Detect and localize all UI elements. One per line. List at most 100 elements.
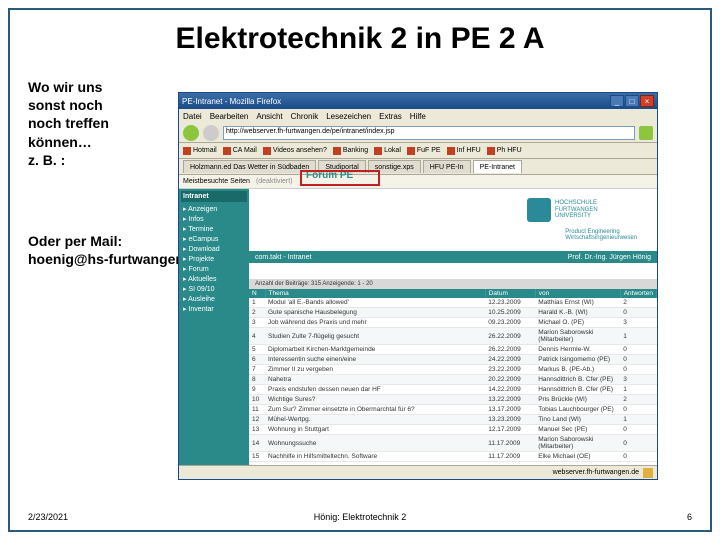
bookmark[interactable]: FuF PE [407,147,441,155]
column-header[interactable]: von [535,289,620,298]
count-bar: Anzahl der Beiträge: 315 Anzeigende: 1 -… [249,279,657,289]
menu-extras[interactable]: Extras [379,112,402,121]
table-row[interactable]: 2Gute spanische Hausbelegung10.25.2009Ha… [249,308,657,318]
table-cell: 20.22.2009 [485,375,535,385]
bookmark-icon [447,147,455,155]
browser-tab[interactable]: HFU PE-In [423,160,471,173]
table-cell: Mühel-Wertpg. [265,415,485,425]
table-cell: Hannsdittrich B. Cfer (PE) [535,385,620,395]
maximize-button[interactable]: □ [625,95,639,107]
table-cell: Tobias Lauchbourger (PE) [535,405,620,415]
table-cell: Manuel Sec (PE) [535,425,620,435]
sidebar-item[interactable]: SI 09/10 [181,284,247,294]
column-header[interactable]: N [249,289,265,298]
table-cell: 13.17.2009 [485,405,535,415]
browser-tab[interactable]: Holzmann.ed Das Wetter in Südbaden [183,160,316,173]
bookmarks-bar: Hotmail CA Mail Videos ansehen? Banking Loka… [179,143,657,159]
table-cell: 12 [249,415,265,425]
sidebar-item[interactable]: eCampus [181,234,247,244]
sidebar-item[interactable]: Ausleihe [181,294,247,304]
bookmark[interactable]: Ph HFU [487,147,522,155]
table-cell: 12.23.2009 [485,298,535,308]
forward-button[interactable] [203,125,219,141]
table-cell: Elke Michael (OE) [535,452,620,462]
bookmark[interactable]: Lokal [374,147,401,155]
table-cell: 11.17.2009 [485,435,535,452]
table-cell: 1 [620,385,656,395]
footer-center: Hönig: Elektrotechnik 2 [0,512,720,522]
disabled-label: (deaktiviert) [256,178,293,185]
table-cell: Michael O. (PE) [535,318,620,328]
browser-tab[interactable]: PE-Intranet [473,160,522,173]
sidebar-item[interactable]: Anzeigen [181,204,247,214]
table-row[interactable]: 9Praxis endstufen dessen neuen dar HF14.… [249,385,657,395]
table-row[interactable]: 14Wohnungssuche11.17.2009Marion Saborows… [249,435,657,452]
sidebar-heading: Intranet [181,191,247,202]
bookmark[interactable]: Inf HFU [447,147,481,155]
sidebar-item[interactable]: Termine [181,224,247,234]
table-row[interactable]: 3Job während des Praxis und mehr09.23.20… [249,318,657,328]
table-row[interactable]: 13Wohnung in Stuttgart12.17.2009Manuel S… [249,425,657,435]
main-panel: HOCHSCHULE FURTWANGEN UNIVERSITY Product… [249,189,657,465]
window-title: PE-Intranet - Mozilla Firefox [182,97,609,106]
table-cell: 24.22.2009 [485,355,535,365]
table-cell: 9 [249,385,265,395]
table-cell: 10 [249,395,265,405]
table-cell: 1 [249,298,265,308]
close-button[interactable]: × [640,95,654,107]
sidebar-item[interactable]: Download [181,244,247,254]
table-cell: 10.25.2009 [485,308,535,318]
table-row[interactable]: 5Diplomarbeit Kirchen-Marktgemeinde26.22… [249,345,657,355]
table-cell: 14 [249,435,265,452]
table-cell: 0 [620,435,656,452]
table-cell: Interessentin suche einen/eine [265,355,485,365]
table-row[interactable]: 1Modul 'all E.-Bands allowed'12.23.2009M… [249,298,657,308]
status-bar: webserver.fh-furtwangen.de [179,465,657,479]
table-cell: Patrick Isingomemo (PE) [535,355,620,365]
back-button[interactable] [183,125,199,141]
table-cell: 1 [620,415,656,425]
intranet-sidebar: Intranet AnzeigenInfosTermineeCampusDown… [179,189,249,465]
footer-page: 6 [687,512,692,522]
table-row[interactable]: 12Mühel-Wertpg.13.23.2009Tino Land (WI)1 [249,415,657,425]
sidebar-item[interactable]: Forum [181,264,247,274]
intranet-bar-right: Prof. Dr.-Ing. Jürgen Hönig [568,254,651,261]
bookmark[interactable]: CA Mail [223,147,257,155]
table-row[interactable]: 11Zum Sur? Zimmer einsetzte in Obermarch… [249,405,657,415]
menu-ansicht[interactable]: Ansicht [256,112,282,121]
sidebar-item[interactable]: Inventar [181,304,247,314]
table-row[interactable]: 7Zimmer II zu vergeben23.22.2009Markus B… [249,365,657,375]
table-cell: 0 [620,345,656,355]
address-bar[interactable]: http://webserver.fh-furtwangen.de/pe/int… [223,126,635,140]
table-cell: 14.22.2009 [485,385,535,395]
column-header[interactable]: Thema [265,289,485,298]
menu-hilfe[interactable]: Hilfe [410,112,426,121]
table-row[interactable]: 4Studien Zulte 7-flügelig gesucht26.22.2… [249,328,657,345]
bookmark[interactable]: Hotmail [183,147,217,155]
table-cell: Marion Saborowski (Mitarbeiter) [535,435,620,452]
most-visited[interactable]: Meistbesuchte Seiten [183,178,250,185]
bookmark[interactable]: Banking [333,147,368,155]
minimize-button[interactable]: _ [610,95,624,107]
menu-datei[interactable]: Datei [183,112,202,121]
sidebar-item[interactable]: Projekte [181,254,247,264]
sidebar-item[interactable]: Aktuelles [181,274,247,284]
table-row[interactable]: 8Nahetra20.22.2009Hannsdittrich B. Cfer … [249,375,657,385]
table-cell: 3 [620,318,656,328]
menu-bearbeiten[interactable]: Bearbeiten [210,112,249,121]
bookmark[interactable]: Videos ansehen? [263,147,327,155]
table-cell: 5 [249,345,265,355]
sidebar-item[interactable]: Infos [181,214,247,224]
column-header[interactable]: Antworten [620,289,656,298]
table-row[interactable]: 10Wichtige Sures?13.22.2009Pris Brückle … [249,395,657,405]
table-row[interactable]: 6Interessentin suche einen/eine24.22.200… [249,355,657,365]
column-header[interactable]: Datum [485,289,535,298]
intro-text-1: Wo wir uns sonst noch noch treffen könne… [28,78,109,169]
table-row[interactable]: 15Nachhilfe in Hilfsmitteltechn. Softwar… [249,452,657,462]
table-cell: 3 [249,318,265,328]
table-cell: Wichtige Sures? [265,395,485,405]
menu-chronik[interactable]: Chronik [291,112,319,121]
go-button[interactable] [639,126,653,140]
menu-lesezeichen[interactable]: Lesezeichen [326,112,371,121]
table-cell: Wohnung in Stuttgart [265,425,485,435]
